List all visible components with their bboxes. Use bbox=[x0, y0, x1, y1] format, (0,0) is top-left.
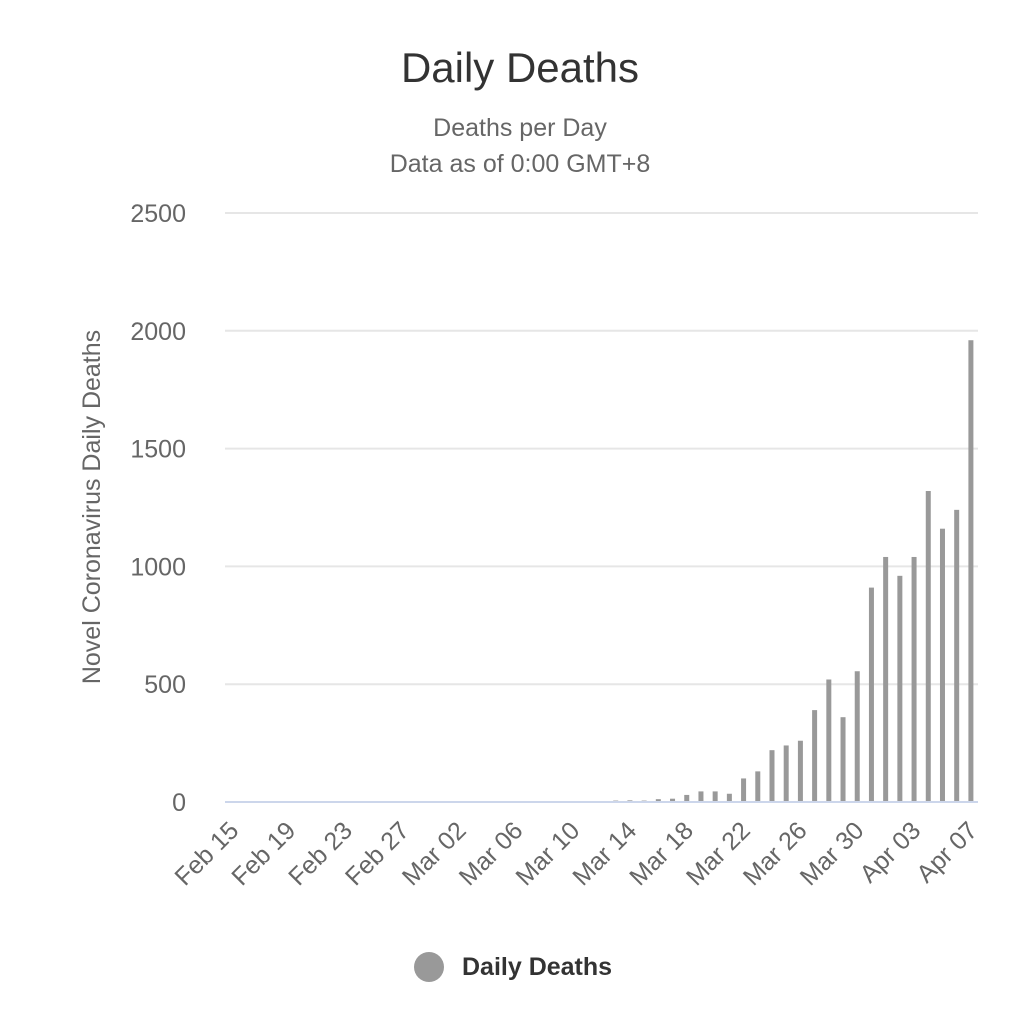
y-tick-label: 0 bbox=[172, 789, 186, 817]
bar[interactable] bbox=[797, 740, 803, 802]
x-tick-label: Feb 15 bbox=[170, 816, 245, 891]
x-tick-label: Apr 03 bbox=[854, 816, 926, 888]
bar[interactable] bbox=[840, 717, 846, 802]
y-tick-label: 2000 bbox=[130, 318, 186, 346]
bar[interactable] bbox=[684, 794, 690, 802]
bar[interactable] bbox=[783, 745, 789, 802]
chart-subtitle-line-1: Deaths per Day bbox=[433, 114, 607, 142]
bar[interactable] bbox=[868, 587, 874, 802]
chart-subtitle-line-2: Data as of 0:00 GMT+8 bbox=[389, 150, 651, 178]
y-axis-label: Novel Coronavirus Daily Deaths bbox=[78, 330, 106, 684]
chart-title: Daily Deaths bbox=[400, 44, 640, 91]
legend-marker-icon bbox=[414, 952, 444, 982]
y-axis-ticks: 0 500 1000 1500 2000 2500 bbox=[130, 200, 186, 817]
bar[interactable] bbox=[741, 778, 747, 802]
x-tick-label: Feb 23 bbox=[283, 816, 358, 891]
bar[interactable] bbox=[726, 793, 732, 802]
x-tick-label: Mar 18 bbox=[624, 816, 699, 891]
bar[interactable] bbox=[854, 671, 860, 802]
x-tick-label: Mar 14 bbox=[567, 816, 642, 891]
bar[interactable] bbox=[939, 528, 945, 802]
y-tick-label: 2500 bbox=[130, 200, 186, 228]
bar[interactable] bbox=[968, 340, 974, 802]
x-tick-label: Feb 19 bbox=[226, 816, 301, 891]
bar[interactable] bbox=[670, 798, 676, 802]
bar[interactable] bbox=[925, 491, 931, 802]
bar[interactable] bbox=[655, 799, 661, 802]
x-tick-label: Feb 27 bbox=[340, 816, 415, 891]
x-tick-label: Apr 07 bbox=[911, 816, 983, 888]
bar[interactable] bbox=[698, 791, 704, 802]
y-tick-label: 1500 bbox=[130, 436, 186, 464]
bar[interactable] bbox=[826, 679, 832, 802]
bars bbox=[442, 340, 974, 802]
bar[interactable] bbox=[911, 556, 917, 802]
x-tick-label: Mar 02 bbox=[397, 816, 472, 891]
x-tick-label: Mar 22 bbox=[681, 816, 756, 891]
bar[interactable] bbox=[812, 710, 818, 802]
legend-label: Daily Deaths bbox=[462, 952, 613, 981]
bar[interactable] bbox=[755, 771, 761, 802]
grid-lines bbox=[225, 212, 978, 686]
bar[interactable] bbox=[769, 750, 775, 802]
legend[interactable]: Daily Deaths bbox=[414, 952, 612, 982]
bar[interactable] bbox=[954, 509, 960, 802]
x-tick-label: Mar 30 bbox=[795, 816, 870, 891]
x-tick-label: Mar 26 bbox=[738, 816, 813, 891]
x-tick-label: Mar 10 bbox=[511, 816, 586, 891]
y-tick-label: 1000 bbox=[130, 553, 186, 581]
bar[interactable] bbox=[712, 791, 718, 802]
bar[interactable] bbox=[897, 575, 903, 802]
x-tick-label: Mar 06 bbox=[454, 816, 529, 891]
y-tick-label: 500 bbox=[144, 671, 186, 699]
bar[interactable] bbox=[883, 556, 889, 802]
